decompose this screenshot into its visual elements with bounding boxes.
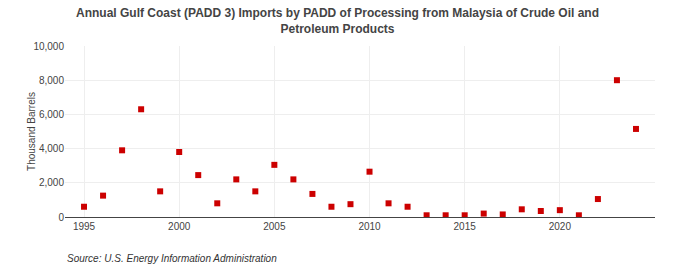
svg-text:2010: 2010 xyxy=(358,221,381,232)
svg-text:Source: U.S. Energy Informatio: Source: U.S. Energy Information Administ… xyxy=(67,253,277,264)
svg-text:1995: 1995 xyxy=(73,221,96,232)
svg-text:0: 0 xyxy=(58,212,64,223)
svg-text:2,000: 2,000 xyxy=(39,177,64,188)
svg-text:6,000: 6,000 xyxy=(39,109,64,120)
svg-text:8,000: 8,000 xyxy=(39,75,64,86)
svg-text:Thousand Barrels: Thousand Barrels xyxy=(26,92,37,171)
svg-text:2000: 2000 xyxy=(168,221,191,232)
svg-text:2020: 2020 xyxy=(549,221,572,232)
svg-text:4,000: 4,000 xyxy=(39,143,64,154)
svg-text:2015: 2015 xyxy=(454,221,477,232)
svg-text:Annual Gulf Coast (PADD 3) Imp: Annual Gulf Coast (PADD 3) Imports by PA… xyxy=(76,6,599,36)
svg-text:10,000: 10,000 xyxy=(33,41,64,52)
svg-text:2005: 2005 xyxy=(263,221,286,232)
